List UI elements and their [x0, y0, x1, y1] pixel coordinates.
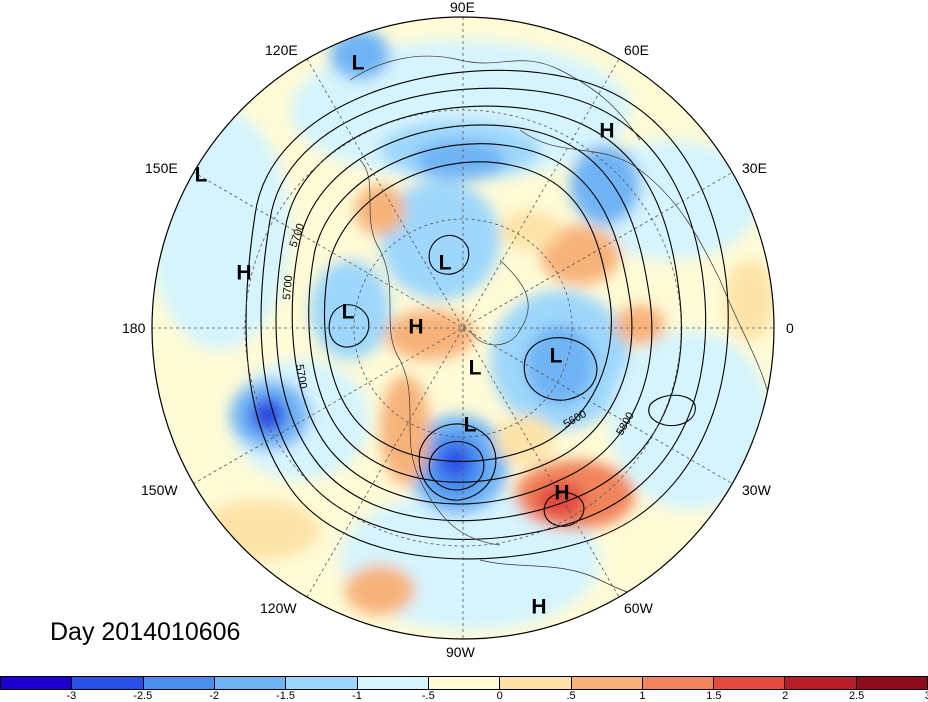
lon-label-150e: 150E [145, 160, 178, 176]
colorbar-swatch [642, 677, 715, 689]
pressure-center-marker: H [408, 315, 424, 339]
anomaly-field [152, 17, 774, 639]
pressure-center-marker: L [438, 251, 452, 275]
graticule [152, 17, 774, 639]
height-contours [245, 69, 729, 560]
lon-label-30w: 30W [742, 482, 771, 498]
colorbar-swatch [571, 677, 643, 689]
colorbar-swatch [856, 677, 928, 689]
pressure-center-marker: L [194, 163, 208, 187]
colorbar-tick-label: -1 [352, 690, 362, 702]
colorbar-tick-label: 3 [925, 690, 928, 702]
pressure-center-marker: H [236, 261, 252, 285]
lon-label-90w: 90W [446, 644, 475, 660]
colorbar-swatch [428, 677, 501, 689]
lon-label-120e: 120E [265, 42, 298, 58]
pressure-center-marker: L [549, 344, 563, 368]
colorbar-tick-label: 2 [782, 690, 789, 702]
colorbar-swatch [500, 677, 572, 689]
pressure-center-marker: L [463, 413, 477, 437]
contour-label: 5700 [293, 363, 309, 389]
pressure-center-marker: L [351, 51, 365, 75]
lon-label-0: 0 [786, 320, 794, 336]
colorbar-swatch [72, 677, 144, 689]
contour-label: 5700 [281, 275, 295, 300]
lon-label-150w: 150W [141, 482, 178, 498]
colorbar-swatch [143, 677, 215, 689]
pressure-center-marker: L [341, 300, 355, 324]
coastlines [349, 55, 771, 611]
lon-label-90e: 90E [450, 0, 475, 15]
colorbar-swatch [214, 677, 287, 689]
colorbar-tick-label: 1.5 [706, 690, 722, 702]
lon-label-180: 180 [122, 320, 146, 336]
colorbar-swatch [714, 677, 786, 689]
colorbar [0, 676, 928, 690]
colorbar-tick-label: 1 [639, 690, 646, 702]
lon-label-60w: 60W [624, 600, 653, 616]
colorbar-tick-label: -.5 [421, 690, 435, 702]
pressure-center-marker: H [554, 481, 570, 505]
colorbar-swatch [785, 677, 857, 689]
colorbar-tick-label: -2.5 [133, 690, 153, 702]
colorbar-tick-label: -1.5 [276, 690, 296, 702]
colorbar-tick-label: -3 [66, 690, 77, 702]
colorbar-tick-label: .5 [566, 690, 576, 702]
colorbar-tick-label: 2.5 [848, 690, 865, 702]
polar-map: 5700 5700 5700 5600 5800 [151, 16, 775, 640]
colorbar-swatch [286, 677, 358, 689]
colorbar-tick-label: -2 [209, 690, 220, 702]
lon-label-60e: 60E [624, 42, 649, 58]
colorbar-swatch [357, 677, 429, 689]
pressure-center-marker: H [599, 119, 615, 143]
colorbar-swatch [1, 677, 73, 689]
colorbar-tick-label: 0 [496, 690, 503, 702]
pressure-center-marker: L [468, 356, 482, 380]
lon-label-120w: 120W [260, 600, 297, 616]
day-title: Day 2014010606 [50, 618, 241, 646]
pressure-center-marker: H [531, 595, 547, 619]
lon-label-30e: 30E [742, 160, 767, 176]
